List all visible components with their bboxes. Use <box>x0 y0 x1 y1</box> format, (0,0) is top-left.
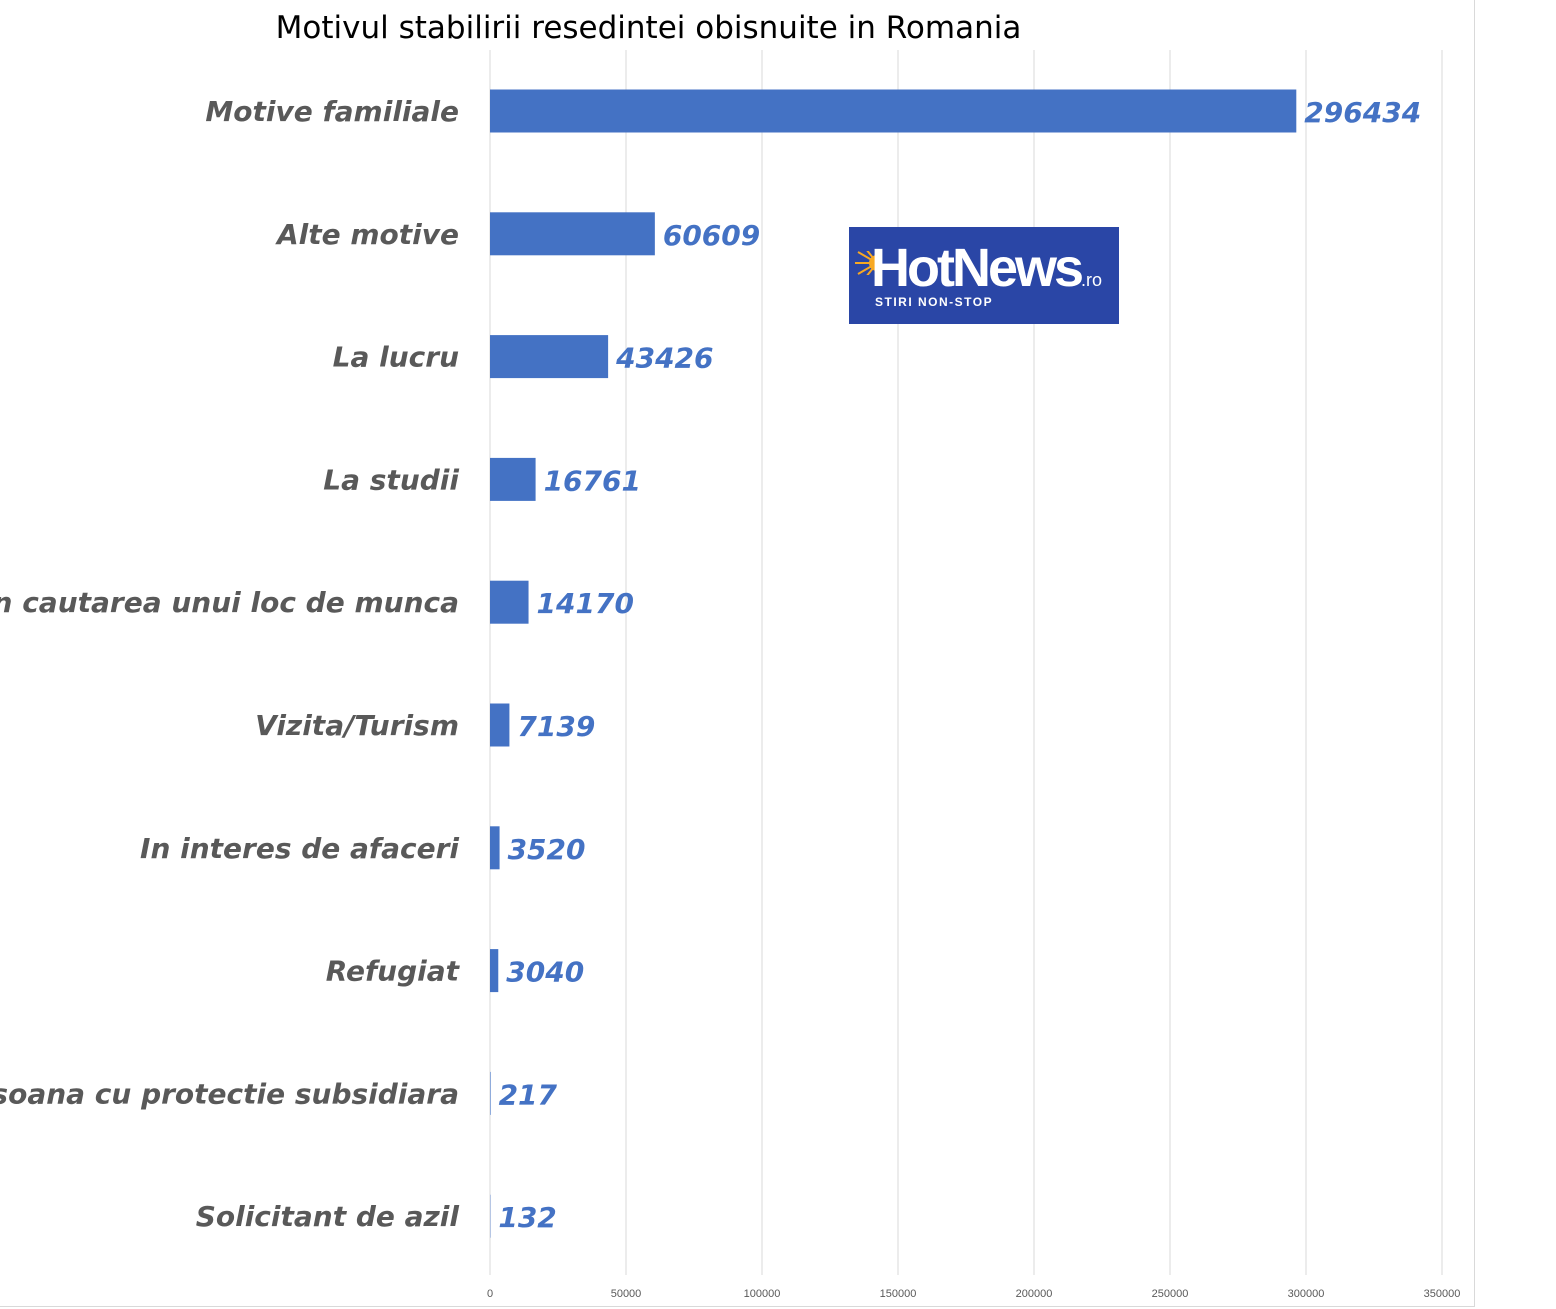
data-label: 132 <box>498 1201 556 1234</box>
gridlines <box>489 50 1443 1275</box>
x-axis-tick-labels: 0 50000 100000 150000 200000 250000 300000 3500… <box>487 1288 1460 1300</box>
data-label: 3520 <box>508 833 586 866</box>
x-tick-label: 250000 <box>1152 1288 1189 1300</box>
bar <box>490 457 536 501</box>
bar <box>490 89 1297 133</box>
category-label: Motive familiale <box>205 95 459 128</box>
data-label: 14170 <box>537 587 634 620</box>
sun-icon <box>855 251 877 275</box>
x-tick-label: 200000 <box>1016 1288 1053 1300</box>
data-labels: 296434 60609 43426 16761 14170 7139 3520 3040 21… <box>498 96 1421 1234</box>
category-label: Refugiat <box>326 955 461 988</box>
x-tick-label: 150000 <box>880 1288 917 1300</box>
x-tick-label: 0 <box>487 1288 493 1300</box>
x-tick-label: 300000 <box>1288 1288 1325 1300</box>
logo-tagline: STIRI NON-STOP <box>875 295 994 309</box>
category-label: Vizita/Turism <box>255 709 459 742</box>
logo-suffix: .ro <box>1081 270 1103 290</box>
bars <box>490 89 1297 1238</box>
bar <box>490 1071 491 1115</box>
data-label: 296434 <box>1304 96 1421 129</box>
category-label: In interes de afaceri <box>140 832 459 865</box>
bar <box>490 949 499 993</box>
chart-frame <box>0 0 1475 1307</box>
x-tick-label: 100000 <box>744 1288 781 1300</box>
hotnews-logo: HotNews.ro STIRI NON-STOP <box>849 227 1119 324</box>
data-label: 60609 <box>663 219 760 252</box>
category-label: Alte motive <box>275 218 459 251</box>
data-label: 43426 <box>615 342 713 375</box>
data-label: 7139 <box>517 710 595 743</box>
category-label: In cautarea unui loc de munca <box>0 586 459 619</box>
x-tick-label: 50000 <box>611 1288 642 1300</box>
chart-title: Motivul stabilirii resedintei obisnuite … <box>275 10 1022 46</box>
bar <box>490 212 655 256</box>
category-label: La lucru <box>333 341 459 374</box>
bar <box>490 580 529 624</box>
category-label: Solicitant de azil <box>196 1200 460 1233</box>
category-label: Persoana cu protectie subsidiara <box>0 1077 459 1110</box>
category-label: La studii <box>323 463 459 496</box>
bar <box>490 703 510 747</box>
x-tick-label: 350000 <box>1424 1288 1461 1300</box>
bar <box>490 335 609 379</box>
data-label: 217 <box>499 1078 558 1111</box>
logo-brand: HotNews <box>871 238 1084 298</box>
data-label: 3040 <box>506 956 584 989</box>
category-labels: Motive familiale Alte motive La lucru La st… <box>0 95 461 1233</box>
data-label: 16761 <box>544 464 641 497</box>
bar <box>490 826 500 870</box>
logo-wordmark: HotNews.ro <box>871 241 1102 295</box>
